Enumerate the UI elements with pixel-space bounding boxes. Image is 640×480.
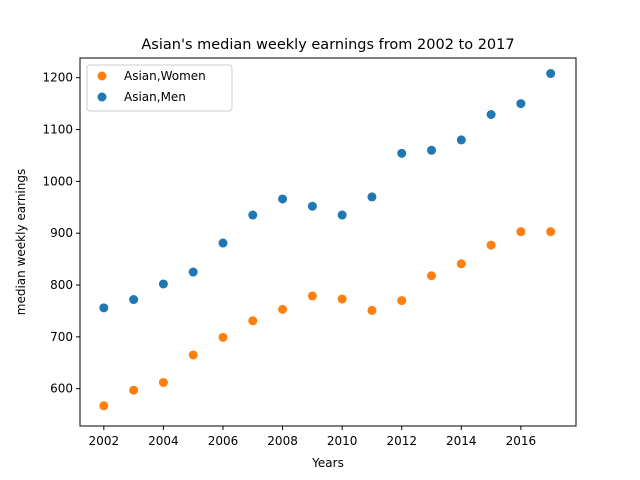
plot-area: 2002 2004 2006 2008 2010 2012 2014 2016 600 700 80… <box>42 57 577 448</box>
data-point-men <box>158 279 168 289</box>
y-tick-label: 1200 <box>42 71 73 85</box>
data-point-women <box>367 305 377 315</box>
x-tick-label: 2004 <box>148 434 179 448</box>
x-tick-label: 2014 <box>446 434 477 448</box>
data-point-men <box>99 303 109 313</box>
y-tick-label: 1100 <box>42 123 73 137</box>
data-point-men <box>337 210 347 220</box>
data-point-men <box>188 267 198 277</box>
y-tick-label: 1000 <box>42 174 73 188</box>
legend-label: Asian,Women <box>124 69 206 83</box>
y-tick-label: 700 <box>50 330 73 344</box>
data-point-women <box>158 377 168 387</box>
data-point-women <box>129 385 139 395</box>
data-point-women <box>456 259 466 269</box>
legend-label: Asian,Men <box>124 90 186 104</box>
data-point-men <box>129 295 139 305</box>
data-point-women <box>427 271 437 281</box>
data-point-men <box>456 135 466 145</box>
data-point-men <box>367 192 377 202</box>
x-tick-label: 2016 <box>506 434 537 448</box>
data-point-women <box>188 350 198 360</box>
data-point-men <box>486 109 496 119</box>
x-axis-label: Years <box>311 456 344 470</box>
data-point-women <box>397 296 407 306</box>
data-point-women <box>307 291 317 301</box>
data-point-women <box>337 294 347 304</box>
data-point-women <box>278 304 288 314</box>
x-tick-label: 2006 <box>208 434 239 448</box>
data-point-men <box>278 194 288 204</box>
legend-box <box>86 64 233 112</box>
legend-marker <box>97 92 107 102</box>
data-point-men <box>516 99 526 109</box>
x-tick-label: 2008 <box>267 434 298 448</box>
legend-marker <box>97 71 107 81</box>
data-point-men <box>427 145 437 155</box>
y-axis-label: median weekly earnings <box>14 169 28 315</box>
axes-frame <box>79 57 577 427</box>
data-point-men <box>397 148 407 158</box>
data-point-women <box>99 401 109 411</box>
x-tick-label: 2010 <box>327 434 358 448</box>
chart-title: Asian's median weekly earnings from 2002… <box>141 37 514 53</box>
data-point-women <box>546 227 556 237</box>
data-point-men <box>248 210 258 220</box>
data-point-women <box>218 332 228 342</box>
data-point-women <box>486 240 496 250</box>
x-tick-label: 2012 <box>386 434 417 448</box>
data-point-women <box>516 227 526 237</box>
data-point-men <box>546 69 556 79</box>
data-point-men <box>307 201 317 211</box>
x-tick-label: 2002 <box>89 434 120 448</box>
data-point-women <box>248 316 258 326</box>
y-tick-label: 900 <box>50 226 73 240</box>
data-point-men <box>218 238 228 248</box>
y-tick-label: 600 <box>50 382 73 396</box>
y-tick-label: 800 <box>50 278 73 292</box>
